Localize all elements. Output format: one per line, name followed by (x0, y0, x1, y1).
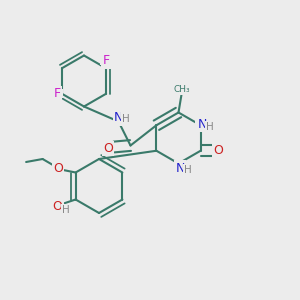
Text: H: H (206, 122, 214, 132)
FancyBboxPatch shape (100, 56, 112, 65)
Text: F: F (103, 54, 110, 67)
FancyBboxPatch shape (54, 165, 63, 173)
Text: O: O (53, 200, 63, 213)
Text: N: N (114, 111, 123, 124)
Text: H: H (122, 113, 130, 124)
FancyBboxPatch shape (176, 86, 188, 94)
Text: O: O (103, 142, 113, 155)
FancyBboxPatch shape (114, 112, 130, 122)
FancyBboxPatch shape (51, 89, 63, 98)
FancyBboxPatch shape (51, 202, 64, 211)
Text: CH₃: CH₃ (173, 85, 190, 94)
Text: N: N (197, 118, 207, 131)
Text: F: F (54, 87, 61, 100)
Text: N: N (175, 161, 185, 175)
Text: O: O (53, 162, 63, 176)
FancyBboxPatch shape (213, 146, 224, 155)
FancyBboxPatch shape (173, 163, 189, 172)
FancyBboxPatch shape (195, 119, 211, 128)
FancyBboxPatch shape (103, 144, 113, 153)
Text: O: O (214, 144, 224, 157)
Text: H: H (184, 165, 192, 175)
Text: H: H (62, 205, 70, 215)
